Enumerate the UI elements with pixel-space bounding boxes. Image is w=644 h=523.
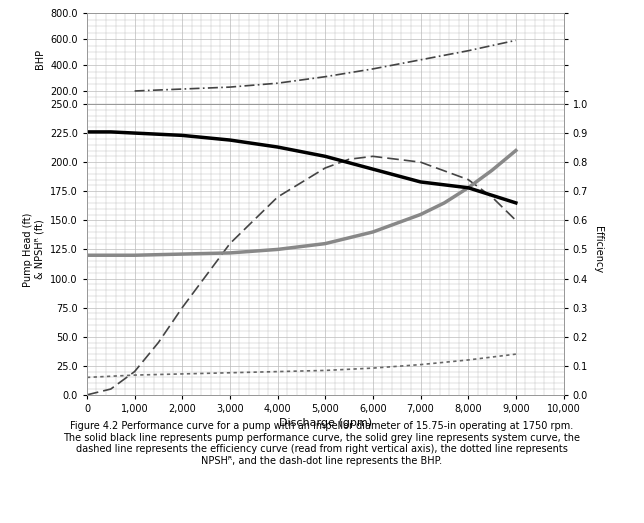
Text: Figure 4.2 Performance curve for a pump with an impellor diameter of 15.75-in op: Figure 4.2 Performance curve for a pump … <box>64 421 580 466</box>
Y-axis label: BHP: BHP <box>35 49 44 69</box>
X-axis label: Discharge (gpm): Discharge (gpm) <box>279 418 372 428</box>
Y-axis label: Efficiency: Efficiency <box>594 226 603 273</box>
Y-axis label: Pump Head (ft)
& NPSHᴿ (ft): Pump Head (ft) & NPSHᴿ (ft) <box>23 212 44 287</box>
